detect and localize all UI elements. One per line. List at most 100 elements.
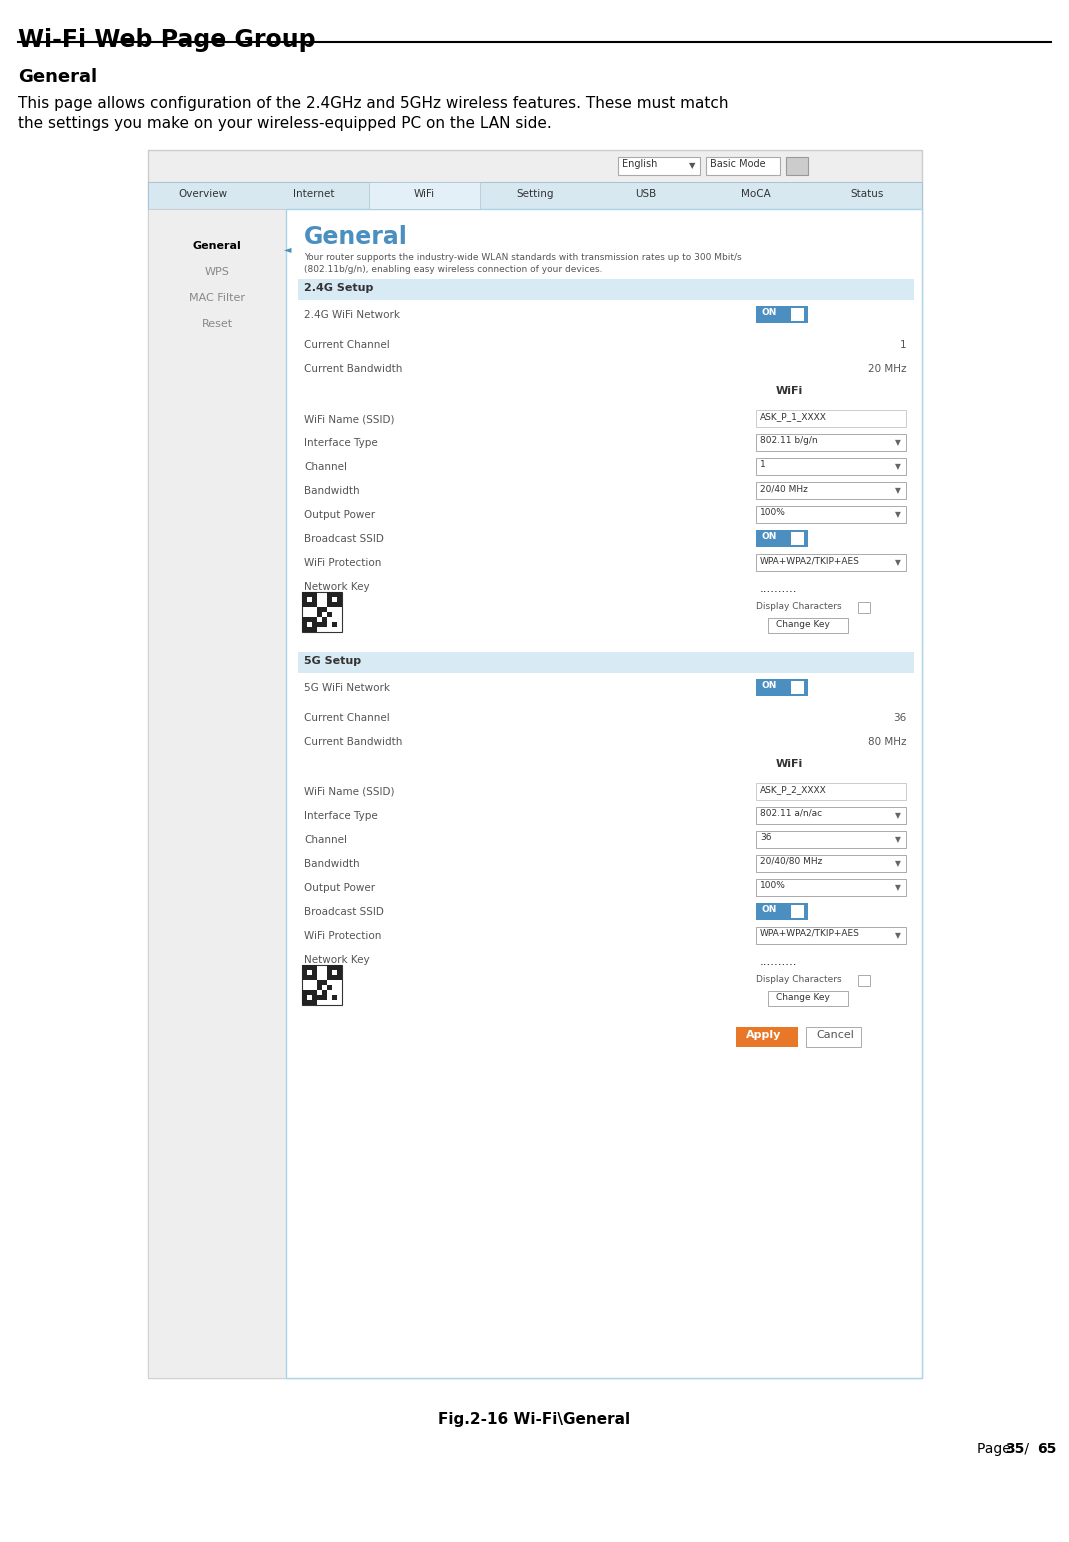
Text: Network Key: Network Key <box>304 581 370 592</box>
Bar <box>756 530 808 547</box>
Bar <box>148 182 921 210</box>
Bar <box>791 905 804 917</box>
Bar <box>332 597 337 601</box>
Bar <box>327 985 332 990</box>
Text: ▼: ▼ <box>895 931 901 941</box>
Text: ▼: ▼ <box>895 836 901 845</box>
Bar <box>322 608 327 612</box>
Text: 2.4G WiFi Network: 2.4G WiFi Network <box>304 310 400 321</box>
Text: Display Characters: Display Characters <box>756 975 841 984</box>
Bar <box>768 992 848 1005</box>
Bar <box>332 621 337 628</box>
Text: ASK_P_1_XXXX: ASK_P_1_XXXX <box>760 412 827 421</box>
Bar <box>806 1027 861 1047</box>
Text: ▼: ▼ <box>895 811 901 820</box>
Text: 2.4G Setup: 2.4G Setup <box>304 284 373 293</box>
Text: WPA+WPA2/TKIP+AES: WPA+WPA2/TKIP+AES <box>760 557 859 564</box>
Text: Bandwidth: Bandwidth <box>304 486 359 497</box>
Text: ON: ON <box>761 308 776 318</box>
Text: Channel: Channel <box>304 463 347 472</box>
Text: 1: 1 <box>760 460 765 469</box>
Text: Internet: Internet <box>293 190 335 199</box>
Text: 802.11 a/n/ac: 802.11 a/n/ac <box>760 810 822 817</box>
Bar <box>756 483 907 500</box>
Text: Channel: Channel <box>304 836 347 845</box>
Text: Current Bandwidth: Current Bandwidth <box>304 364 402 375</box>
Text: Status: Status <box>850 190 883 199</box>
Text: WPA+WPA2/TKIP+AES: WPA+WPA2/TKIP+AES <box>760 928 859 938</box>
Bar <box>307 597 312 601</box>
Text: This page allows configuration of the 2.4GHz and 5GHz wireless features. These m: This page allows configuration of the 2.… <box>18 96 728 111</box>
Text: WiFi: WiFi <box>414 190 435 199</box>
Text: Change Key: Change Key <box>776 993 830 1002</box>
Text: Apply: Apply <box>746 1030 781 1039</box>
Text: MoCA: MoCA <box>741 190 771 199</box>
Text: Interface Type: Interface Type <box>304 438 377 449</box>
Text: ON: ON <box>761 532 776 541</box>
Text: 65: 65 <box>1037 1442 1056 1456</box>
Text: General: General <box>18 68 97 86</box>
Bar <box>317 608 322 612</box>
Text: ▼: ▼ <box>895 438 901 447</box>
Text: ▼: ▼ <box>895 859 901 868</box>
Text: Reset: Reset <box>201 319 233 328</box>
Text: ▼: ▼ <box>895 884 901 893</box>
Text: Wi-Fi Web Page Group: Wi-Fi Web Page Group <box>18 28 315 52</box>
Bar <box>327 965 342 981</box>
Text: ▼: ▼ <box>895 510 901 520</box>
Text: Network Key: Network Key <box>304 954 370 965</box>
Text: WiFi: WiFi <box>776 759 803 769</box>
Bar <box>858 601 870 614</box>
Bar <box>791 682 804 694</box>
Bar <box>756 678 808 695</box>
Text: 36: 36 <box>760 833 772 842</box>
Bar <box>706 157 780 174</box>
Text: Fig.2-16 Wi-Fi\General: Fig.2-16 Wi-Fi\General <box>438 1412 631 1426</box>
Bar <box>322 621 327 628</box>
Bar <box>756 554 907 571</box>
Bar <box>791 308 804 321</box>
Bar <box>735 1027 797 1047</box>
Text: Current Bandwidth: Current Bandwidth <box>304 737 402 746</box>
Text: 802.11 b/g/n: 802.11 b/g/n <box>760 436 818 446</box>
Text: (802.11b/g/n), enabling easy wireless connection of your devices.: (802.11b/g/n), enabling easy wireless co… <box>304 265 603 274</box>
Bar <box>332 995 337 1001</box>
Bar <box>322 990 327 995</box>
Bar <box>286 210 921 1379</box>
Text: 1: 1 <box>899 339 907 350</box>
Text: ▼: ▼ <box>688 162 695 171</box>
Text: Cancel: Cancel <box>816 1030 854 1039</box>
Text: Bandwidth: Bandwidth <box>304 859 359 870</box>
Bar <box>303 592 317 608</box>
Text: 35: 35 <box>1006 1442 1025 1456</box>
Text: Output Power: Output Power <box>304 510 375 520</box>
Text: Current Channel: Current Channel <box>304 339 390 350</box>
Text: WiFi: WiFi <box>776 386 803 396</box>
Bar <box>332 970 337 975</box>
Text: Display Characters: Display Characters <box>756 601 841 611</box>
Text: Basic Mode: Basic Mode <box>710 159 765 170</box>
Bar <box>303 965 317 981</box>
Bar <box>303 617 317 632</box>
Text: WiFi Name (SSID): WiFi Name (SSID) <box>304 786 394 797</box>
Text: /: / <box>1020 1442 1033 1456</box>
Text: ON: ON <box>761 682 776 689</box>
Bar <box>786 157 808 174</box>
Bar <box>618 157 700 174</box>
Bar <box>303 990 317 1005</box>
Bar <box>756 783 907 800</box>
Text: Setting: Setting <box>516 190 554 199</box>
Bar <box>756 305 808 322</box>
Text: ON: ON <box>761 905 776 914</box>
Bar <box>307 970 312 975</box>
Text: 36: 36 <box>893 712 907 723</box>
Text: the settings you make on your wireless-equipped PC on the LAN side.: the settings you make on your wireless-e… <box>18 116 552 131</box>
Bar <box>317 985 322 990</box>
Bar <box>307 621 312 628</box>
Text: General: General <box>192 241 242 251</box>
Text: Overview: Overview <box>179 190 228 199</box>
Text: USB: USB <box>635 190 656 199</box>
Bar <box>756 927 907 944</box>
Text: 20/40 MHz: 20/40 MHz <box>760 484 808 493</box>
Bar <box>317 612 322 617</box>
